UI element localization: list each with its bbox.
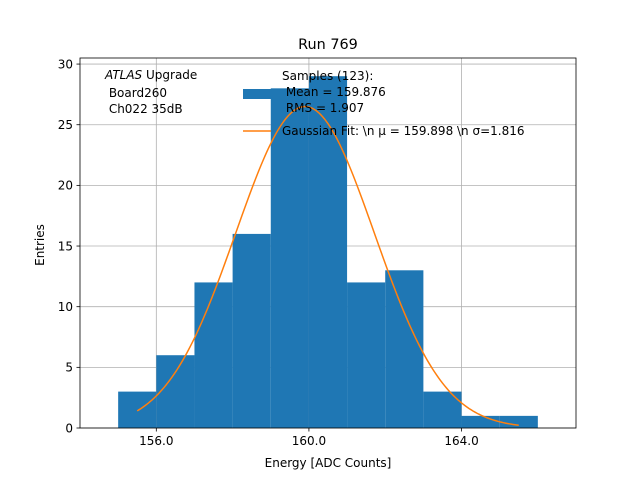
legend-swatch-histogram: [243, 89, 271, 99]
atlas-annotation: ATLAS Upgrade Board260 Ch022 35dB: [104, 68, 197, 116]
y-axis-ticks: 0 5 10 15 20 25 30: [58, 57, 80, 435]
y-axis-label: Entries: [33, 224, 47, 266]
histogram-bar: [461, 415, 500, 428]
legend-fit-label: Gaussian Fit: \n μ = 159.898 \n σ=1.816: [282, 124, 525, 138]
y-tick-label: 20: [58, 179, 73, 193]
x-tick-label: 156.0: [139, 434, 173, 448]
histogram-bar: [156, 355, 195, 428]
annotation-atlas-italic: ATLAS: [104, 68, 143, 82]
x-tick-label: 160.0: [292, 434, 326, 448]
annotation-line-2: Board260: [105, 86, 167, 100]
annotation-line-1: ATLAS Upgrade: [104, 68, 197, 82]
histogram-bar: [347, 282, 386, 428]
histogram-bar: [194, 282, 233, 428]
histogram-bar: [270, 88, 309, 428]
histogram-bar: [308, 76, 348, 429]
legend-histogram-line-3: RMS = 1.907: [282, 101, 364, 115]
histogram-bar: [232, 233, 271, 428]
chart-title: Run 769: [298, 37, 358, 53]
y-tick-label: 25: [58, 118, 73, 132]
legend: Samples (123): Mean = 159.876 RMS = 1.90…: [243, 69, 525, 138]
plot-frame: [79, 57, 577, 429]
y-tick-label: 10: [58, 300, 73, 314]
x-tick-label: 164.0: [444, 434, 478, 448]
y-tick-label: 30: [58, 57, 73, 71]
x-axis-label: Energy [ADC Counts]: [265, 456, 392, 470]
histogram-bar: [118, 391, 157, 428]
y-tick-label: 5: [65, 361, 73, 375]
legend-histogram-line-2: Mean = 159.876: [282, 85, 386, 99]
annotation-line-3: Ch022 35dB: [105, 102, 183, 116]
legend-histogram-line-1: Samples (123):: [282, 69, 373, 83]
histogram-bar: [385, 270, 424, 428]
gaussian-fit-curve: [136, 105, 519, 426]
annotation-upgrade: Upgrade: [142, 68, 197, 82]
y-tick-label: 0: [65, 421, 73, 435]
histogram-bars: [118, 76, 538, 429]
x-axis-ticks: 156.0 160.0 164.0: [139, 428, 479, 448]
histogram-bar: [499, 415, 538, 428]
y-tick-label: 15: [58, 239, 73, 253]
